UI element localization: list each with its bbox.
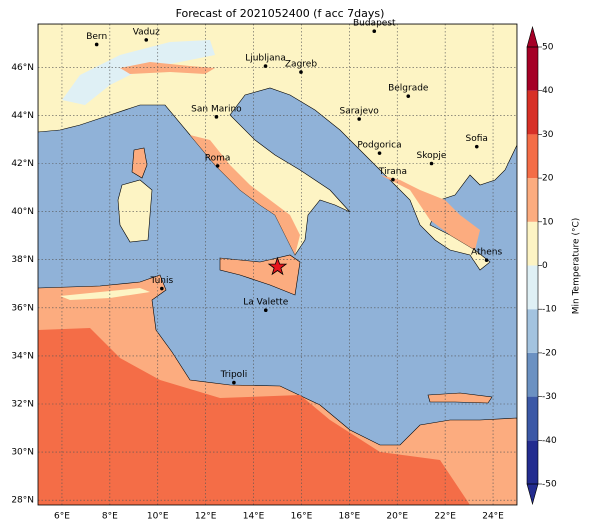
city-dot	[474, 144, 479, 149]
colorbar-bin	[527, 265, 538, 310]
city-dot	[484, 258, 489, 262]
city-dot	[160, 286, 164, 291]
colorbar-tick-label: 10	[542, 217, 554, 227]
lat-tick-label: 36°N	[11, 303, 34, 313]
city-dot	[406, 94, 411, 98]
colorbar-bin	[527, 221, 538, 266]
city-dot	[372, 29, 377, 34]
city-label: Bern	[86, 32, 107, 42]
lon-tick-label: 8°E	[102, 512, 118, 522]
colorbar-tick-label: 0	[542, 261, 548, 271]
colorbar-tick-label: 20	[542, 174, 554, 184]
city-label: Skopje	[417, 151, 447, 161]
map-frame	[37, 23, 518, 506]
city-dot	[214, 115, 219, 119]
africa-hot	[38, 328, 470, 505]
city-label: Tunis	[149, 276, 173, 286]
algeria-coast-cool	[60, 288, 150, 300]
lat-tick-label: 38°N	[11, 255, 34, 265]
city-dot	[144, 38, 149, 42]
lon-tick-label: 16°E	[291, 512, 313, 522]
colorbar-tick-label: 30	[542, 130, 554, 140]
city-dot	[299, 70, 303, 74]
colorbar-bin	[527, 178, 538, 222]
city-dot	[94, 42, 99, 47]
lon-tick-label: 24°E	[482, 512, 504, 522]
alps-cold	[62, 40, 215, 105]
sardinia	[117, 179, 153, 243]
lat-tick-label: 42°N	[11, 159, 34, 169]
city-label: Belgrade	[388, 84, 429, 94]
colorbar-tick-label: 40	[542, 86, 554, 96]
colorbar-tick-label: -20	[542, 348, 557, 358]
colorbar-extend-top	[526, 25, 539, 48]
colorbar-extend-bottom	[526, 483, 539, 506]
corsica	[131, 147, 148, 179]
event-star	[267, 256, 288, 276]
lon-tick-label: 18°E	[339, 512, 361, 522]
colorbar-bin	[527, 134, 538, 179]
city-label: Tripoli	[220, 370, 248, 380]
crete	[427, 392, 493, 404]
city-label: Tirana	[378, 167, 407, 177]
city-dot	[263, 64, 268, 68]
city-dot	[263, 308, 268, 312]
city-dot	[215, 164, 220, 168]
lat-tick-label: 44°N	[11, 111, 34, 121]
colorbar-bin	[527, 440, 538, 484]
city-label: San Marino	[191, 104, 242, 114]
colorbar	[526, 25, 542, 506]
colorbar-bin	[527, 47, 538, 91]
warm-po	[120, 62, 215, 74]
colorbar-bin	[527, 309, 538, 353]
graticule	[38, 24, 517, 505]
city-label: Vaduz	[133, 27, 160, 37]
city-label: Athens	[471, 248, 502, 258]
lon-tick-label: 14°E	[243, 512, 265, 522]
colorbar-tick-label: 50	[542, 43, 554, 53]
colorbar-bin	[527, 90, 538, 135]
city-label: Podgorica	[357, 141, 401, 151]
warm-balkans	[380, 175, 480, 250]
lon-tick-label: 20°E	[386, 512, 408, 522]
colorbar-tick-label: -50	[542, 480, 557, 490]
lat-tick-label: 28°N	[11, 496, 34, 506]
city-dot	[357, 117, 361, 121]
colorbar-tick-label: -40	[542, 436, 557, 446]
city-label: Ljubljana	[245, 54, 286, 64]
city-label: Budapest	[353, 19, 396, 29]
colorbar-tick-label: -10	[542, 305, 557, 315]
map-title: Forecast of 2021052400 (f acc 7days)	[176, 7, 385, 20]
city-label: Zagreb	[285, 60, 317, 70]
city-label: Roma	[205, 153, 231, 163]
city-dot	[429, 161, 434, 166]
lon-tick-label: 6°E	[54, 512, 70, 522]
lat-tick-label: 32°N	[11, 399, 34, 409]
lon-tick-label: 10°E	[147, 512, 169, 522]
colorbar-bin	[527, 396, 538, 441]
city-dot	[232, 380, 236, 385]
city-label: Sofia	[466, 134, 488, 144]
lat-tick-label: 40°N	[11, 207, 34, 217]
lat-tick-label: 30°N	[11, 448, 34, 458]
colorbar-tick-label: -30	[542, 392, 557, 402]
lon-tick-label: 22°E	[434, 512, 456, 522]
colorbar-bin	[527, 352, 538, 397]
city-dot	[377, 151, 382, 155]
city-label: La Valette	[243, 298, 288, 308]
lat-tick-label: 46°N	[11, 63, 34, 73]
colorbar-label: Min Temperature (°C)	[572, 218, 582, 315]
city-dot	[391, 177, 395, 182]
lat-tick-label: 34°N	[11, 351, 34, 361]
city-label: Sarajevo	[340, 106, 380, 116]
lon-tick-label: 12°E	[195, 512, 217, 522]
